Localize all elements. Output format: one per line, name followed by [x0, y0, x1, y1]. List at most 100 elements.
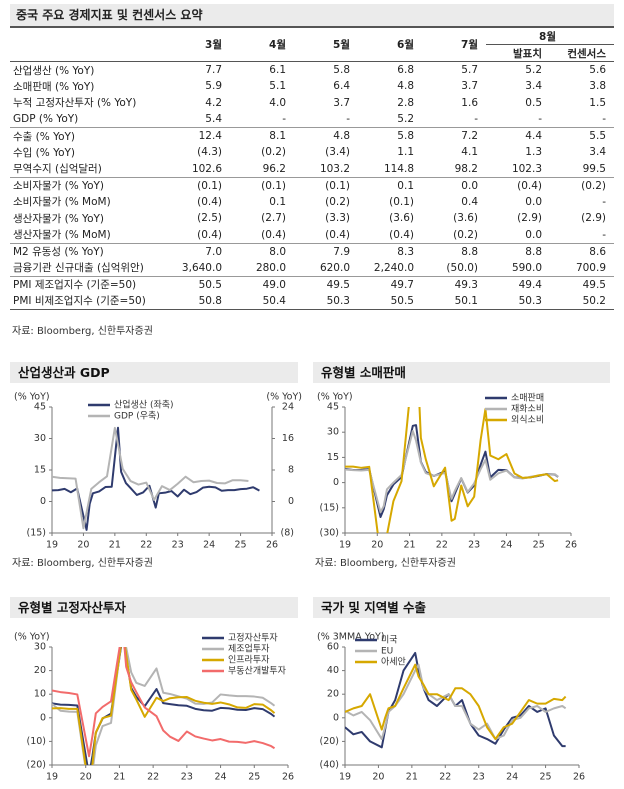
value-cell: 0.5: [525, 96, 542, 109]
x-tick-label: 26: [266, 540, 278, 551]
value-cell: 96.2: [262, 162, 286, 175]
y-tick-label: 30: [327, 427, 339, 438]
value-cell: 3.4: [589, 146, 606, 159]
y-tick-label: (20): [319, 736, 339, 747]
value-cell: 280.0: [255, 261, 286, 274]
table-source: 자료: Bloomberg, 신한투자증권: [12, 326, 153, 337]
x-tick-label: 20: [77, 540, 89, 551]
x-tick-label: 22: [140, 540, 152, 551]
value-cell: 700.9: [575, 261, 606, 274]
x-tick-label: 24: [203, 540, 215, 551]
title-bar: [313, 597, 610, 618]
value-cell: (0.4): [197, 228, 222, 241]
x-tick-label: 23: [181, 772, 193, 783]
subcolumn-header: 컨센서스: [550, 44, 614, 62]
y-tick-label: 0: [333, 712, 339, 723]
x-tick-label: 25: [533, 540, 545, 551]
series-line: [52, 647, 276, 765]
series-line: [52, 647, 276, 765]
chart-source: 자료: Bloomberg, 신한투자증권: [315, 557, 456, 569]
x-tick-label: 21: [404, 540, 416, 551]
legend-label: 부동산개발투자: [228, 666, 287, 677]
chart-title: 유형별 고정자산투자: [18, 600, 126, 615]
y2-axis-label: (% YoY): [266, 392, 302, 403]
x-tick-label: 25: [235, 540, 247, 551]
legend-label: 제조업투자: [228, 644, 270, 655]
x-tick-label: 20: [371, 540, 383, 551]
chart: 유형별 소매판매 (% YoY) (30) (15) 0 15 30 45 19 20 21 22 23…: [313, 362, 610, 569]
value-cell: 5.2: [397, 113, 414, 125]
x-tick-label: 26: [573, 772, 585, 783]
y-tick-label: (10): [26, 736, 46, 747]
x-tick-label: 21: [406, 772, 418, 783]
row-label: 누적 고정자산투자 (% YoY): [13, 97, 137, 110]
y-tick-label: 45: [34, 402, 46, 413]
value-cell: 620.0: [319, 261, 350, 274]
title-bar: [10, 597, 298, 618]
value-cell: 50.5: [198, 278, 222, 291]
chart-title: 국가 및 지역별 수출: [321, 600, 427, 615]
series-line: [345, 663, 567, 741]
y-tick-label: (20): [26, 760, 46, 771]
series-line: [52, 647, 276, 758]
value-cell: 1.6: [461, 96, 478, 109]
value-cell: 7.7: [205, 64, 222, 76]
series-line: [345, 430, 559, 514]
table-row: 소비자물가 (% YoY) (0.1) (0.1) (0.1) 0.1 0.0 (0.4) (…: [10, 177, 614, 194]
legend-label: GDP (우축): [114, 411, 160, 422]
value-cell: 5.5: [589, 130, 606, 142]
value-cell: 5.7: [461, 64, 478, 76]
value-cell: (2.9): [581, 212, 606, 225]
value-cell: (0.2): [325, 195, 350, 208]
legend-label: 소매판매: [511, 393, 544, 404]
value-cell: 4.0: [269, 96, 286, 109]
value-cell: 103.2: [319, 162, 350, 175]
y-tick-label: 30: [34, 433, 46, 444]
value-cell: 50.8: [198, 294, 222, 307]
table-row: 산업생산 (% YoY) 7.7 6.1 5.8 6.8 5.7 5.2 5.6: [10, 62, 614, 79]
value-cell: 3.7: [461, 80, 478, 93]
value-cell: 5.8: [397, 130, 414, 142]
x-tick-label: 23: [172, 540, 184, 551]
y-axis-label: (% YoY): [14, 632, 50, 643]
y-tick-label: 0: [40, 496, 46, 507]
y-axis-label: (% YoY): [14, 392, 50, 403]
value-cell: (3.4): [325, 146, 350, 159]
series-line: [52, 426, 260, 531]
table-row: GDP (% YoY) 5.4 - - 5.2 - - -: [10, 111, 614, 128]
table-row: 소비자물가 (% MoM) (0.4) 0.1 (0.2) (0.1) 0.4 0.0 -: [10, 194, 614, 211]
series-line: [52, 426, 249, 530]
table-row: 소매판매 (% YoY) 5.9 5.1 6.4 4.8 3.7 3.4 3.8: [10, 78, 614, 95]
value-cell: 5.8: [333, 64, 350, 76]
value-cell: 3.7: [333, 96, 350, 109]
y-axis-label: (% YoY): [317, 392, 353, 403]
value-cell: 2.8: [397, 96, 414, 109]
legend-label: 외식소비: [511, 414, 544, 426]
value-cell: 50.4: [262, 294, 286, 307]
y-tick-label: 30: [34, 642, 46, 653]
y-tick-label: 60: [327, 642, 339, 653]
y-tick-label: (15): [319, 502, 339, 513]
row-label: 소매판매 (% YoY): [13, 80, 95, 93]
row-group: 산업생산 (% YoY) 7.7 6.1 5.8 6.8 5.7 5.2 5.6 소매판매 (%…: [10, 61, 614, 128]
value-cell: -: [602, 113, 606, 125]
title-bar: [10, 362, 298, 383]
value-cell: 1.3: [525, 146, 542, 159]
value-cell: 102.6: [191, 162, 222, 175]
header-cell: [10, 28, 166, 62]
series-line: [345, 407, 559, 533]
value-cell: -: [602, 228, 606, 241]
legend-label: 고정자산투자: [228, 633, 278, 644]
y-tick-label: 10: [34, 689, 46, 700]
series-line: [345, 663, 567, 741]
header-row: 발표치 컨센서스: [10, 44, 614, 62]
value-cell: 50.5: [390, 294, 414, 307]
y-tick-label: 40: [327, 665, 339, 676]
value-cell: 0.0: [525, 195, 542, 208]
value-cell: 6.8: [397, 64, 414, 76]
value-cell: -: [538, 113, 542, 125]
row-label: 금융기관 신규대출 (십억위안): [13, 262, 144, 274]
series-line: [52, 647, 276, 765]
y2-tick-label: (8): [281, 528, 294, 539]
row-group: PMI 제조업지수 (기준=50) 50.5 49.0 49.5 49.7 49.3 49.…: [10, 276, 614, 309]
